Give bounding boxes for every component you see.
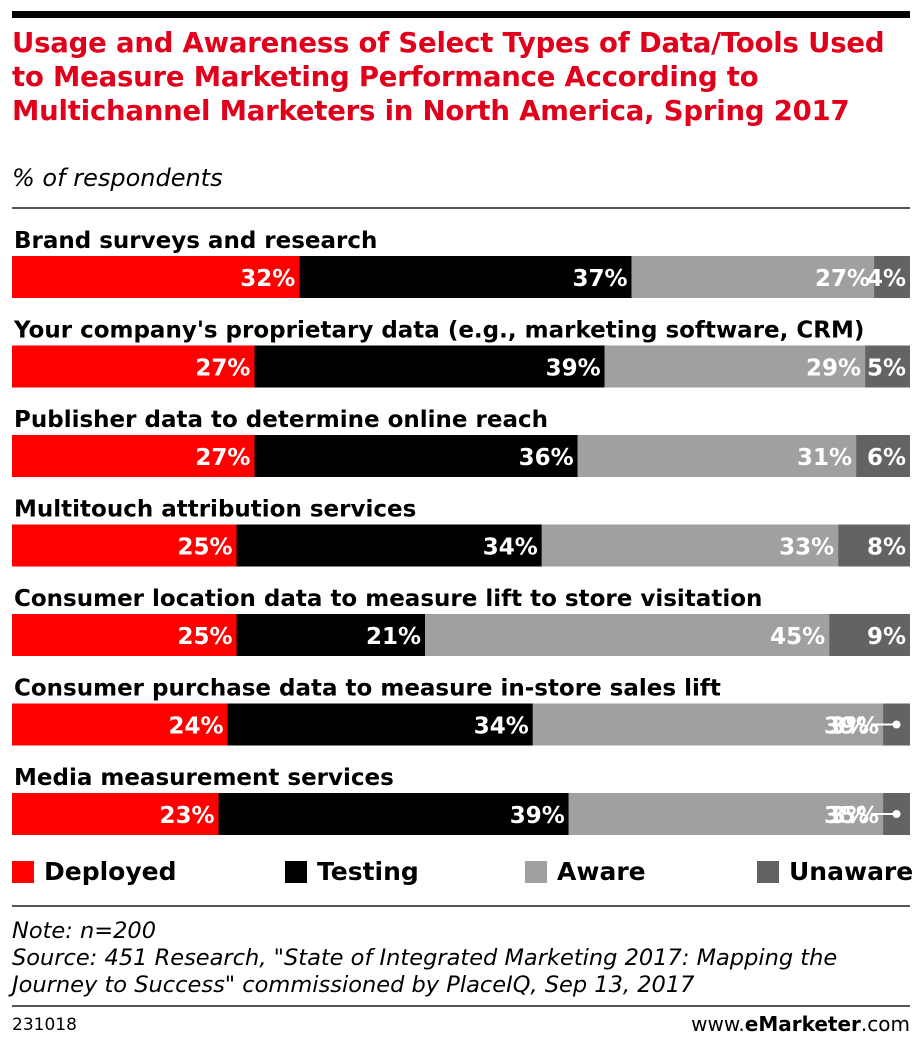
bar-segment-deployed — [12, 345, 255, 388]
brand-suffix: .com — [860, 1012, 910, 1036]
brand-link[interactable]: www.eMarketer.com — [691, 1012, 910, 1036]
legend-swatch-deployed — [12, 861, 34, 883]
top-bar — [12, 11, 910, 18]
bar-segment-testing — [218, 793, 569, 835]
brand-prefix: www. — [691, 1012, 745, 1036]
header-divider — [12, 207, 910, 209]
category-label: Multitouch attribution services — [14, 497, 416, 523]
legend: Deployed Testing Aware Unaware — [12, 856, 913, 890]
bar-segment-unaware — [874, 256, 910, 298]
bar-segment-testing — [227, 703, 533, 746]
data-label-testing: 21% — [366, 624, 421, 650]
data-label-deployed: 32% — [240, 266, 295, 292]
data-label-unaware: 4% — [867, 266, 906, 292]
data-label-testing: 34% — [483, 535, 538, 561]
legend-label-deployed: Deployed — [44, 857, 177, 886]
bar-segment-deployed — [12, 256, 300, 298]
data-label-testing: 39% — [510, 803, 565, 829]
legend-label-unaware: Unaware — [789, 857, 914, 886]
bar-segment-unaware — [856, 435, 910, 477]
source-text: Source: 451 Research, "State of Integrat… — [12, 945, 838, 998]
chart-subtitle: % of respondents — [12, 164, 223, 192]
legend-swatch-unaware — [757, 861, 779, 883]
bar-segment-testing — [236, 614, 426, 656]
bar-segment-aware — [577, 435, 857, 477]
bar-segment-deployed — [12, 793, 219, 835]
bar-segment-aware — [425, 614, 830, 656]
bar-segment-aware — [631, 256, 875, 298]
data-label-aware: 33% — [779, 535, 834, 561]
bar-segment-unaware — [829, 614, 910, 656]
category-label: Brand surveys and research — [14, 228, 377, 254]
data-label-unaware: 9% — [867, 624, 906, 650]
bar-segment-unaware — [865, 345, 910, 388]
footer-notes: Note: n=200 Source: 451 Research, "State… — [12, 918, 910, 999]
legend-swatch-testing — [285, 861, 307, 883]
brand-name: eMarketer — [744, 1012, 861, 1036]
data-label-deployed: 27% — [195, 356, 250, 382]
leader-dot — [892, 720, 901, 729]
bar-segment-deployed — [12, 435, 255, 477]
bottom-divider — [12, 1005, 910, 1007]
data-label-aware: 35% — [824, 803, 879, 829]
data-label-testing: 34% — [474, 714, 529, 740]
bar-segment-deployed — [12, 703, 228, 746]
chart-id: 231018 — [12, 1015, 77, 1035]
data-label-unaware: 6% — [867, 445, 906, 471]
category-label: Media measurement services — [14, 765, 394, 791]
data-label-unaware: 3% — [830, 714, 869, 740]
data-label-aware: 39% — [824, 714, 879, 740]
bar-segment-testing — [236, 524, 542, 567]
data-label-testing: 39% — [546, 356, 601, 382]
category-label: Publisher data to determine online reach — [14, 407, 548, 433]
category-label: Consumer location data to measure lift t… — [14, 586, 762, 612]
data-label-unaware: 5% — [867, 356, 906, 382]
legend-label-aware: Aware — [557, 857, 646, 886]
data-label-deployed: 27% — [195, 445, 250, 471]
chart-title: Usage and Awareness of Select Types of D… — [12, 27, 885, 127]
legend-item-unaware: Unaware — [757, 856, 913, 888]
category-label: Consumer purchase data to measure in-sto… — [14, 676, 721, 702]
data-label-unaware: 8% — [867, 535, 906, 561]
data-label-testing: 36% — [519, 445, 574, 471]
data-label-aware: 31% — [797, 445, 852, 471]
bar-segment-testing — [254, 435, 578, 477]
bar-segment-testing — [254, 345, 605, 388]
data-label-aware: 29% — [806, 356, 861, 382]
bar-segment-aware — [604, 345, 866, 388]
legend-swatch-aware — [525, 861, 547, 883]
data-label-deployed: 23% — [159, 803, 214, 829]
legend-item-aware: Aware — [525, 856, 646, 888]
category-label: Your company's proprietary data (e.g., m… — [13, 318, 864, 344]
legend-item-testing: Testing — [285, 856, 419, 888]
data-label-unaware: 3% — [830, 803, 869, 829]
data-label-deployed: 25% — [177, 624, 232, 650]
bar-segment-testing — [299, 256, 632, 298]
data-label-aware: 45% — [770, 624, 825, 650]
legend-item-deployed: Deployed — [12, 856, 177, 888]
note-text: Note: n=200 — [12, 918, 157, 944]
bar-segment-unaware — [838, 524, 910, 567]
bar-segment-deployed — [12, 614, 237, 656]
bar-segment-aware — [532, 703, 884, 746]
bar-segment-aware — [541, 524, 839, 567]
data-label-aware: 27% — [815, 266, 870, 292]
data-label-testing: 37% — [573, 266, 628, 292]
bar-segment-deployed — [12, 524, 237, 567]
bar-segment-aware — [568, 793, 884, 835]
data-label-deployed: 25% — [177, 535, 232, 561]
data-label-deployed: 24% — [168, 714, 223, 740]
legend-label-testing: Testing — [317, 857, 419, 886]
footer-divider — [12, 905, 910, 907]
leader-dot — [892, 810, 901, 818]
